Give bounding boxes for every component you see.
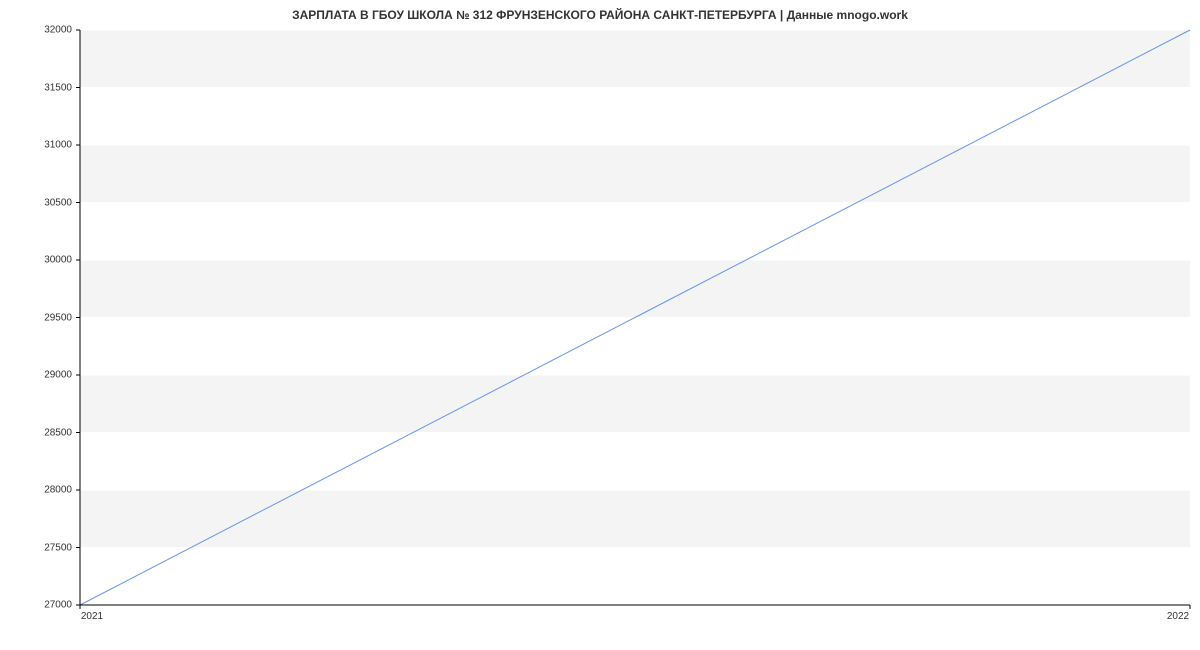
plot-svg: [80, 30, 1190, 605]
y-tick-label: 29500: [0, 312, 72, 323]
y-tick-label: 31500: [0, 82, 72, 93]
y-tick-label: 30000: [0, 255, 72, 266]
salary-chart: ЗАРПЛАТА В ГБОУ ШКОЛА № 312 ФРУНЗЕНСКОГО…: [0, 0, 1200, 650]
y-tick-label: 28500: [0, 427, 72, 438]
y-tick-label: 27000: [0, 600, 72, 611]
y-tick-label: 32000: [0, 25, 72, 36]
y-tick-label: 31000: [0, 140, 72, 151]
y-tick-label: 30500: [0, 197, 72, 208]
y-tick-label: 29000: [0, 370, 72, 381]
y-tick-label: 28000: [0, 485, 72, 496]
x-tick-label: 2022: [1167, 611, 1189, 622]
y-tick-label: 27500: [0, 542, 72, 553]
chart-title: ЗАРПЛАТА В ГБОУ ШКОЛА № 312 ФРУНЗЕНСКОГО…: [0, 8, 1200, 22]
x-tick-label: 2021: [81, 611, 103, 622]
